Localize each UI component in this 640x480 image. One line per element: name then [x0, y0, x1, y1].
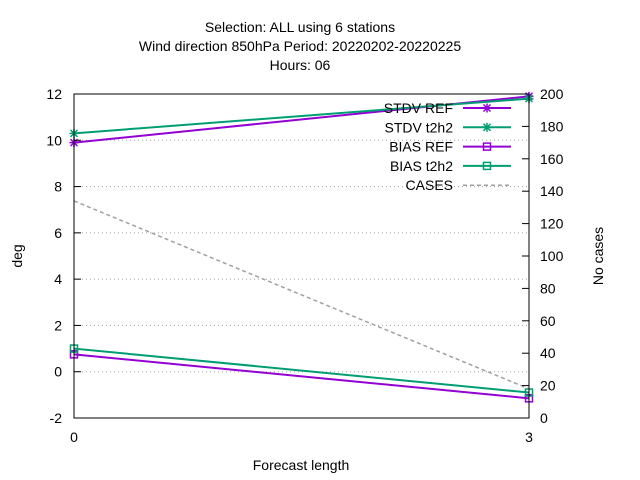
series-line-stdv-t2h2	[73, 97, 530, 135]
legend-label-cases: CASES	[406, 177, 453, 193]
x-tick-label: 0	[70, 429, 78, 445]
legend-marker-stdv-t2h2	[482, 122, 492, 132]
y-tick-label: 4	[54, 271, 62, 287]
y-tick-label: 8	[54, 179, 62, 195]
x-axis-label: Forecast length	[253, 457, 350, 473]
series-line-bias-t2h2	[73, 347, 530, 394]
y2-tick-label: 160	[540, 151, 564, 167]
legend-label-stdv-t2h2: STDV t2h2	[385, 119, 454, 135]
y2-tick-label: 100	[540, 248, 564, 264]
y2-tick-label: 20	[540, 378, 556, 394]
y-tick-label: -2	[50, 410, 63, 426]
legend-marker-bias-ref	[482, 142, 492, 151]
y-tick-label: 10	[46, 132, 62, 148]
x-tick-label: 3	[525, 429, 533, 445]
y-tick-label: 2	[54, 317, 62, 333]
y2-tick-label: 40	[540, 345, 556, 361]
legend-marker-bias-t2h2	[482, 161, 492, 171]
legend-label-bias-t2h2: BIAS t2h2	[390, 158, 453, 174]
y2-tick-label: 180	[540, 118, 564, 134]
y-tick-label: 12	[46, 86, 62, 102]
y-tick-label: 0	[54, 364, 62, 380]
series-line-cases	[73, 200, 530, 390]
series-lines	[69, 91, 534, 403]
y2-tick-label: 0	[540, 410, 548, 426]
legend-marker-stdv-ref	[482, 103, 492, 113]
y2-tick-label: 60	[540, 313, 556, 329]
axis-ticks	[73, 93, 530, 419]
y-tick-label: 6	[54, 225, 62, 241]
series-line-bias-ref	[73, 353, 530, 400]
title-line-2: Wind direction 850hPa Period: 20220202-2…	[139, 38, 461, 54]
y2-tick-label: 120	[540, 216, 564, 232]
y2-tick-label: 80	[540, 280, 556, 296]
y2-axis-label: No cases	[590, 227, 606, 285]
grid	[74, 139, 529, 373]
legend-label-stdv-ref: STDV REF	[384, 100, 453, 116]
y-axis-label: deg	[9, 244, 25, 267]
title-line-1: Selection: ALL using 6 stations	[205, 19, 395, 35]
title-line-3: Hours: 06	[270, 57, 331, 73]
legend: STDV REF STDV t2h2 BIAS REF BIAS t2h2 CASES	[384, 100, 511, 193]
chart-title: Selection: ALL using 6 stations Wind dir…	[139, 19, 461, 73]
y2-tick-label: 140	[540, 183, 564, 199]
plot-border	[73, 93, 530, 419]
y2-tick-label: 200	[540, 86, 564, 102]
legend-label-bias-ref: BIAS REF	[389, 139, 453, 155]
